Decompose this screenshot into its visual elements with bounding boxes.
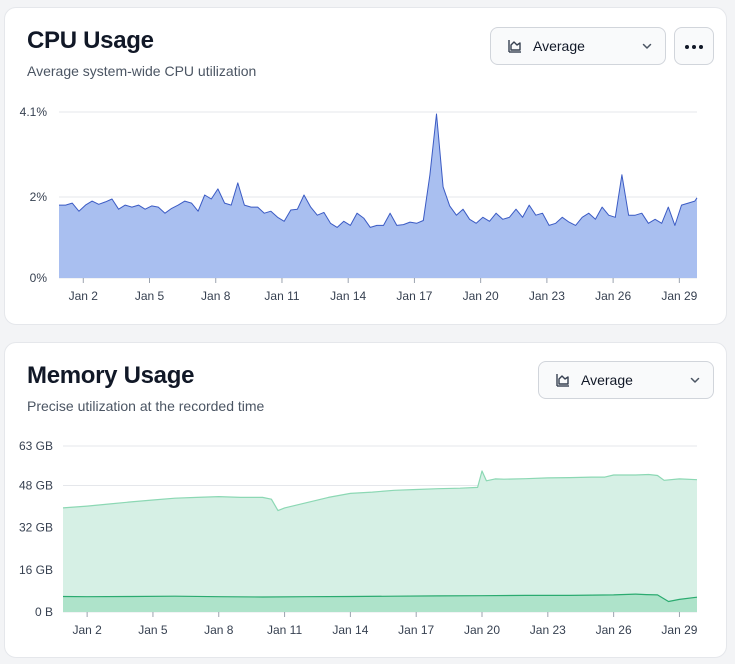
cpu-series-0-area	[59, 114, 697, 278]
cpu-usage-card: CPU Usage Average system-wide CPU utiliz…	[4, 7, 727, 325]
memory-series-0-area	[63, 471, 697, 612]
memory-y-tick-label: 48 GB	[19, 479, 53, 493]
cpu-x-tick-label: Jan 2	[69, 289, 99, 303]
memory-x-tick-label: Jan 2	[72, 623, 102, 637]
cpu-y-tick-label: 2%	[30, 190, 48, 204]
cpu-x-tick-label: Jan 5	[135, 289, 165, 303]
cpu-x-tick-label: Jan 20	[463, 289, 499, 303]
memory-usage-card: Memory Usage Precise utilization at the …	[4, 342, 727, 658]
memory-x-tick-label: Jan 29	[661, 623, 697, 637]
memory-x-tick-label: Jan 14	[332, 623, 368, 637]
memory-y-tick-label: 16 GB	[19, 563, 53, 577]
memory-x-tick-label: Jan 8	[204, 623, 234, 637]
cpu-chart-subtitle: Average system-wide CPU utilization	[27, 63, 257, 79]
memory-x-tick-label: Jan 5	[138, 623, 168, 637]
cpu-x-tick-label: Jan 26	[595, 289, 631, 303]
memory-x-tick-label: Jan 20	[464, 623, 500, 637]
cpu-x-tick-label: Jan 29	[661, 289, 697, 303]
memory-series-0-line	[62, 470, 698, 512]
chevron-down-icon	[641, 40, 653, 52]
memory-aggregation-select[interactable]: Average	[538, 361, 714, 399]
cpu-y-tick-label: 0%	[30, 271, 48, 285]
memory-area-chart: 0 B 16 GB 32 GB 48 GB 63 GB Jan 2 Jan 5 Jan 8 Ja…	[19, 439, 698, 637]
memory-x-tick-label: Jan 26	[596, 623, 632, 637]
memory-x-tick-label: Jan 17	[398, 623, 434, 637]
cpu-series-0-line	[59, 113, 698, 228]
cpu-x-tick-label: Jan 14	[330, 289, 366, 303]
cpu-x-tick-label: Jan 23	[529, 289, 565, 303]
memory-series-1-line	[62, 593, 698, 603]
memory-y-tick-label: 63 GB	[19, 439, 53, 453]
cpu-select-value: Average	[533, 38, 585, 54]
memory-x-tick-label: Jan 23	[530, 623, 566, 637]
memory-x-tick-label: Jan 11	[267, 623, 302, 637]
more-options-button[interactable]	[674, 27, 714, 65]
memory-chart-title: Memory Usage	[27, 362, 195, 389]
cpu-aggregation-select[interactable]: Average	[490, 27, 666, 65]
area-chart-icon	[555, 372, 571, 388]
area-chart-icon	[507, 38, 523, 54]
cpu-x-tick-label: Jan 11	[264, 289, 299, 303]
memory-y-tick-label: 32 GB	[19, 521, 53, 535]
more-horizontal-icon	[684, 37, 704, 55]
cpu-area-chart: 0% 2% 4.1% Jan 2 Jan 5 Jan 8 Jan 11 Jan 14 Jan 1…	[20, 105, 698, 303]
cpu-x-tick-label: Jan 17	[396, 289, 432, 303]
memory-chart-subtitle: Precise utilization at the recorded time	[27, 398, 265, 414]
memory-y-tick-label: 0 B	[35, 605, 53, 619]
cpu-chart-title: CPU Usage	[27, 27, 154, 54]
cpu-y-tick-label: 4.1%	[20, 105, 48, 119]
cpu-x-tick-label: Jan 8	[201, 289, 231, 303]
chevron-down-icon	[689, 374, 701, 386]
memory-series-1-area	[63, 594, 697, 612]
memory-select-value: Average	[581, 372, 633, 388]
